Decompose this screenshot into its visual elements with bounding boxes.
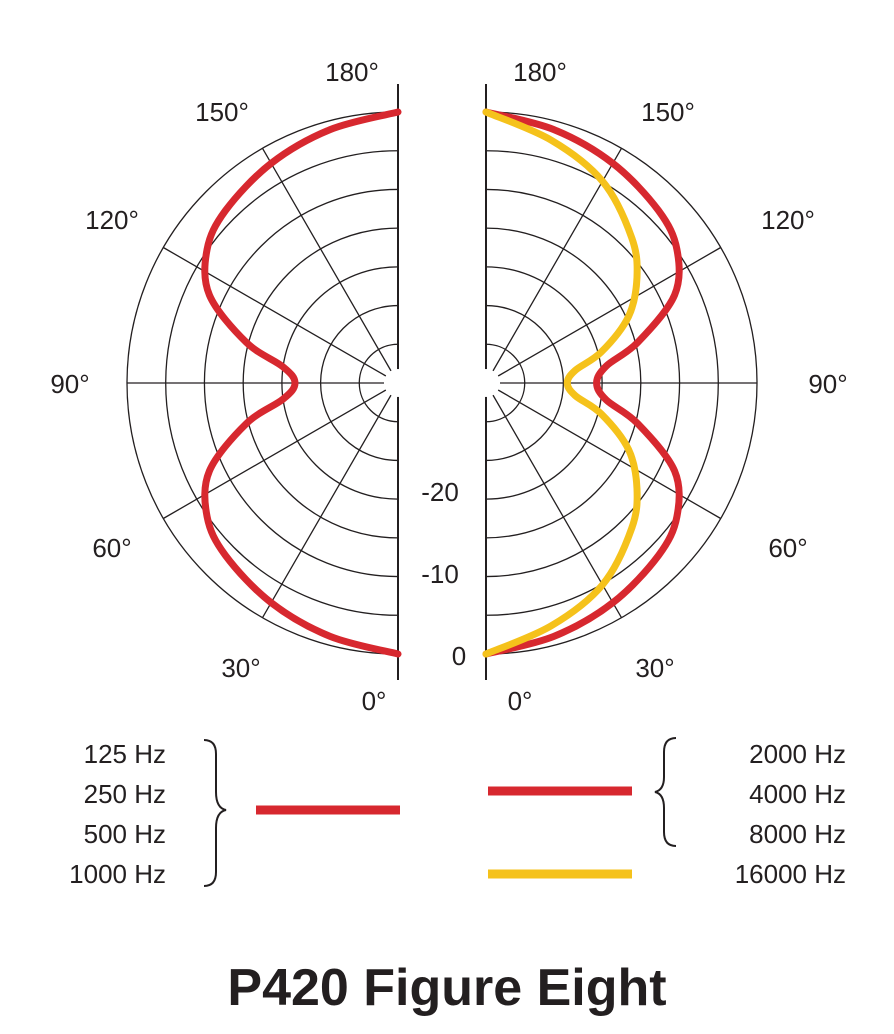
polar-curves <box>201 108 683 658</box>
left-angle-label-0: 0° <box>362 686 387 716</box>
legend-right-label-8000: 8000 Hz <box>749 819 846 849</box>
legend-right-label-4000: 4000 Hz <box>749 779 846 809</box>
legend-right-label-2000: 2000 Hz <box>749 739 846 769</box>
legend-right-brace <box>654 737 677 847</box>
right-angle-label-60: 60° <box>768 533 807 563</box>
radial-label-minus-20: -20 <box>421 477 459 507</box>
right-grid-spoke-60 <box>497 389 722 520</box>
left-angle-label-180: 180° <box>325 57 379 87</box>
right-polar-grid <box>472 84 758 680</box>
legend-left-brace <box>203 739 227 887</box>
radial-label-minus-10: -10 <box>421 559 459 589</box>
right-grid-spoke-30 <box>492 394 623 619</box>
right-angle-label-120: 120° <box>761 205 815 235</box>
right-angle-label-150: 150° <box>641 97 695 127</box>
left-angle-label-60: 60° <box>92 533 131 563</box>
series-curve-2 <box>482 108 641 658</box>
left-angle-label-90: 90° <box>50 369 89 399</box>
left-angle-label-30: 30° <box>221 653 260 683</box>
right-grid-spoke-150 <box>492 147 623 372</box>
left-grid-spoke-150 <box>261 147 392 372</box>
left-angle-label-120: 120° <box>85 205 139 235</box>
right-center-hub <box>472 369 500 397</box>
legend-right-label-16000: 16000 Hz <box>735 859 846 889</box>
left-polar-grid <box>126 84 412 680</box>
left-grid-spoke-120 <box>162 246 387 377</box>
right-grid-spoke-120 <box>497 246 722 377</box>
legend-left-label-125: 125 Hz <box>84 739 166 769</box>
left-center-hub <box>384 369 412 397</box>
legend-left-label-250: 250 Hz <box>84 779 166 809</box>
radial-label-0: 0 <box>452 641 466 671</box>
chart-title: P420 Figure Eight <box>227 959 666 1017</box>
right-angle-label-30: 30° <box>635 653 674 683</box>
left-angle-label-150: 150° <box>195 97 249 127</box>
left-grid-spoke-60 <box>162 389 387 520</box>
legend-left-label-500: 500 Hz <box>84 819 166 849</box>
series-curve-1 <box>482 108 683 658</box>
left-grid-spoke-30 <box>261 394 392 619</box>
legend-left-label-1000: 1000 Hz <box>69 859 166 889</box>
right-angle-label-0: 0° <box>508 686 533 716</box>
right-angle-label-90: 90° <box>808 369 847 399</box>
series-curve-0 <box>201 108 402 658</box>
right-angle-label-180: 180° <box>513 57 567 87</box>
